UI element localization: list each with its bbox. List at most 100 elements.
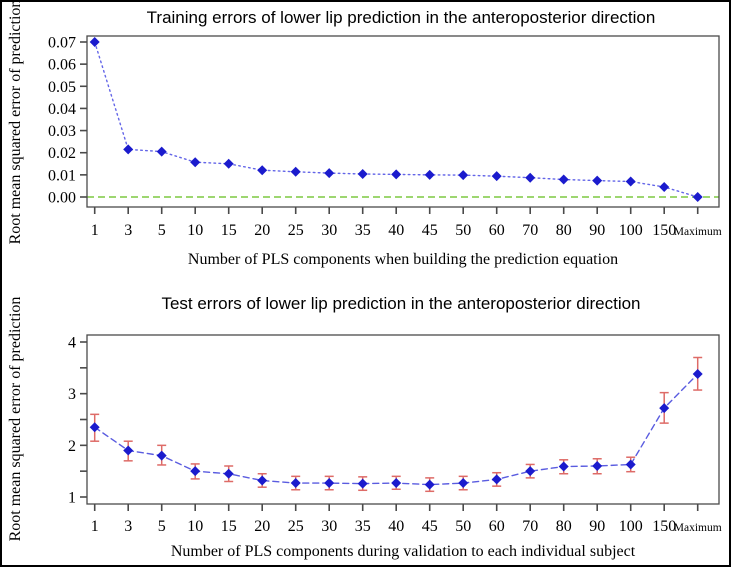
x-tick-label: 25 (288, 518, 304, 535)
data-points (89, 369, 703, 490)
x-tick-label: 1 (91, 222, 99, 239)
test-y-axis-label: Root mean squared error of prediction (7, 297, 24, 542)
data-point (190, 157, 201, 168)
data-point (558, 174, 569, 185)
x-tick-label: 45 (422, 518, 438, 535)
x-tick-label: 3 (124, 518, 132, 535)
y-tick-label: 0.04 (48, 101, 76, 118)
data-point (424, 479, 435, 490)
data-points (89, 37, 703, 202)
x-tick-label: 50 (455, 222, 471, 239)
x-tick-label: 30 (321, 518, 337, 535)
y-tick-label: 0.00 (48, 190, 76, 207)
test-x-axis-label: Number of PLS components during validati… (171, 543, 636, 560)
y-tick-label: 3 (68, 386, 76, 403)
x-tick-label: 80 (556, 222, 572, 239)
x-tick-label: 60 (489, 222, 505, 239)
x-tick-label: 10 (187, 518, 203, 535)
x-axis: 1 3 5 10 15 20 25 30 35 40 45 50 60 70 80 90 100 150Maxim… (91, 504, 722, 535)
x-tick-label: 10 (187, 222, 203, 239)
data-point (692, 369, 703, 380)
training-plot-area: 0.00 0.01 0.02 0.03 0.04 0.05 0.06 0.07 1 3 5 10 15 2… (48, 35, 722, 240)
x-tick-label: 1 (91, 518, 99, 535)
training-chart-title: Training errors of lower lip prediction … (146, 8, 656, 27)
y-tick-label: 0.01 (48, 167, 76, 184)
data-point (324, 168, 335, 179)
data-point (391, 478, 402, 489)
x-tick-label: 150 (652, 518, 676, 535)
x-tick-label: 15 (221, 518, 237, 535)
x-tick-label: 70 (522, 222, 538, 239)
data-point (123, 144, 134, 155)
data-point (223, 158, 234, 169)
series-line (93, 373, 699, 486)
data-point (592, 175, 603, 186)
data-point (290, 166, 301, 177)
x-tick-label: 45 (422, 222, 438, 239)
data-point (525, 466, 536, 477)
data-point (156, 450, 167, 461)
test-chart-title: Test errors of lower lip prediction in t… (161, 294, 641, 313)
y-axis: 0.00 0.01 0.02 0.03 0.04 0.05 0.06 0.07 (48, 35, 87, 207)
x-tick-label: 70 (522, 518, 538, 535)
data-point (458, 170, 469, 181)
data-point (357, 168, 368, 179)
y-tick-label: 0.03 (48, 123, 76, 140)
x-tick-label: 15 (221, 222, 237, 239)
x-tick-label: 20 (254, 222, 270, 239)
x-tick-label: 3 (124, 222, 132, 239)
data-point (692, 192, 703, 202)
x-tick-label: 20 (254, 518, 270, 535)
x-tick-label: 90 (589, 222, 605, 239)
x-tick-label: 5 (158, 518, 166, 535)
y-tick-label: 0.02 (48, 145, 76, 162)
x-tick-label: 40 (388, 222, 404, 239)
x-tick-label: 50 (455, 518, 471, 535)
data-point (558, 461, 569, 472)
data-point (625, 459, 636, 470)
y-axis: 1 2 3 4 (68, 335, 87, 507)
x-tick-label: Maximum (674, 226, 722, 238)
plot-border (86, 334, 720, 505)
y-tick-label: 0.06 (48, 57, 76, 74)
data-point (625, 176, 636, 187)
data-point (223, 468, 234, 479)
data-point (257, 475, 268, 486)
y-tick-label: 4 (68, 335, 76, 352)
y-tick-label: 2 (68, 438, 76, 455)
x-axis: 1 3 5 10 15 20 25 30 35 40 45 50 60 70 80 90 100 150Maxim… (91, 207, 722, 239)
data-point (659, 403, 670, 414)
x-tick-label: 80 (556, 518, 572, 535)
x-tick-label: 40 (388, 518, 404, 535)
training-y-axis-label: Root mean squared error of prediction (7, 2, 24, 244)
x-tick-label: 90 (589, 518, 605, 535)
plot-border (86, 35, 720, 208)
x-tick-label: 150 (652, 222, 676, 239)
data-point (357, 478, 368, 489)
data-point (424, 169, 435, 180)
x-tick-label: 100 (619, 518, 643, 535)
x-tick-label: Maximum (674, 522, 722, 534)
y-tick-label: 1 (68, 490, 76, 507)
data-point (458, 478, 469, 489)
y-tick-label: 0.05 (48, 79, 76, 96)
training-x-axis-label: Number of PLS components when building t… (188, 251, 618, 268)
data-point (257, 165, 268, 176)
x-tick-label: 30 (321, 222, 337, 239)
training-chart: 0.00 0.01 0.02 0.03 0.04 0.05 0.06 0.07 1 3 5 10 15 2… (7, 2, 722, 268)
x-tick-label: 60 (489, 518, 505, 535)
x-tick-label: 5 (158, 222, 166, 239)
data-point (525, 172, 536, 183)
x-tick-label: 25 (288, 222, 304, 239)
data-point (123, 445, 134, 456)
data-point (89, 37, 100, 47)
data-point (290, 478, 301, 489)
data-point (156, 146, 167, 157)
y-tick-label: 0.07 (48, 35, 76, 52)
data-point (592, 461, 603, 471)
x-tick-label: 100 (619, 222, 643, 239)
error-bars (90, 356, 703, 493)
